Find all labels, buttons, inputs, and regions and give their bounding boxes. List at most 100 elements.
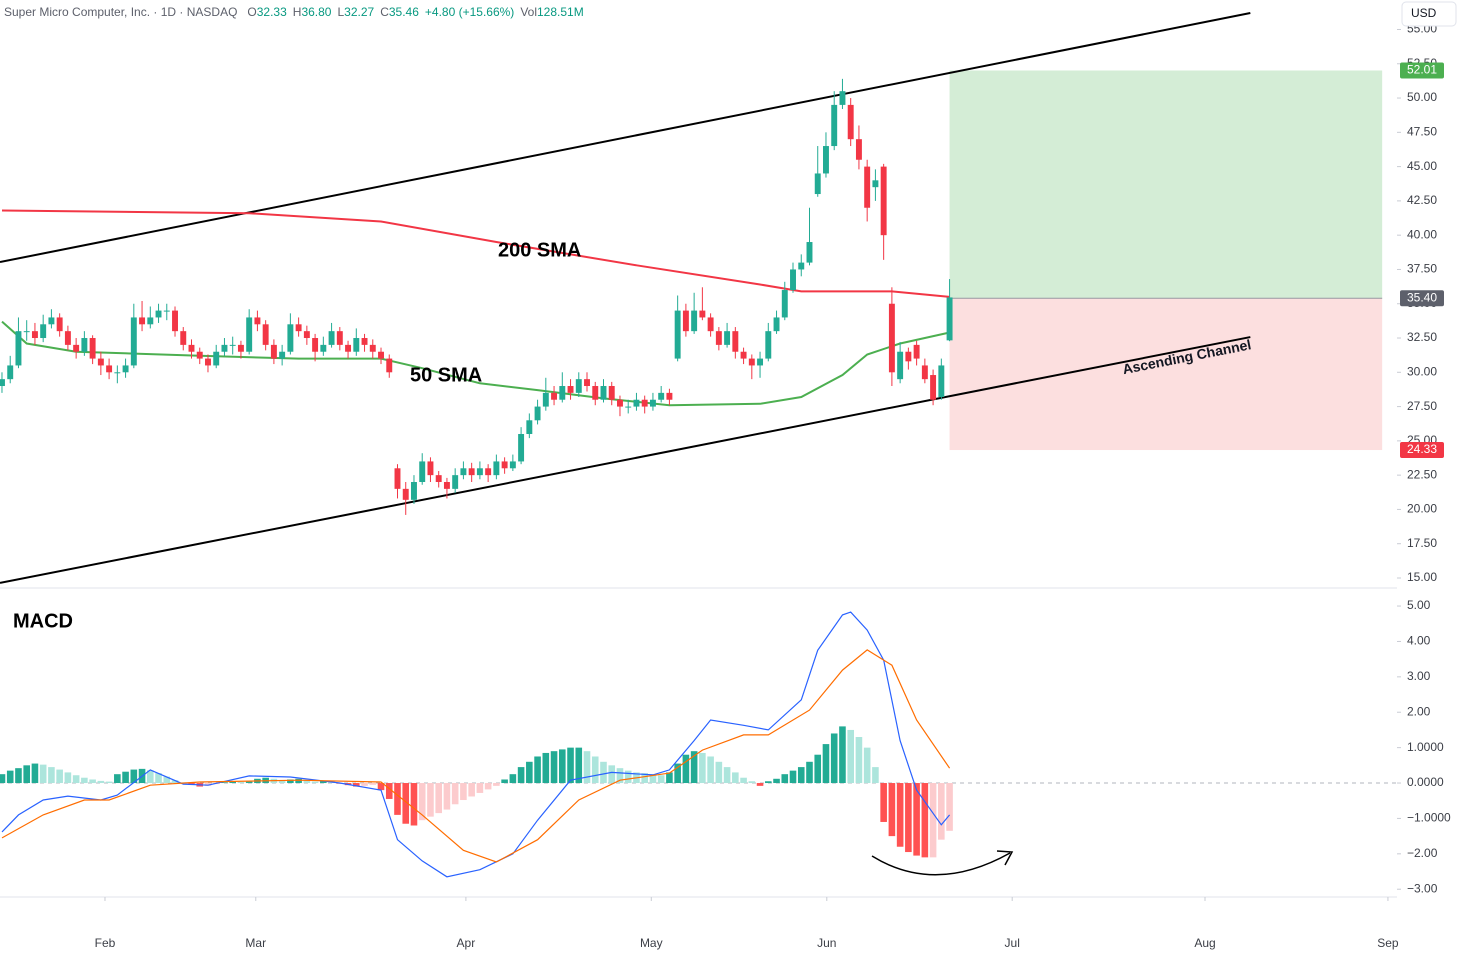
arrow [871,852,1011,876]
candle-body [64,331,71,345]
histogram-bar [830,733,838,784]
axes: 15.0017.5020.0022.5025.0027.5030.0032.50… [95,22,1451,951]
candle-body [31,331,38,339]
candle-body [674,310,681,359]
candle-body [913,344,920,359]
candle-body [798,262,805,270]
histogram-bar [666,772,673,784]
candle-body [707,317,714,332]
candle-body [237,344,244,352]
candle-body [946,297,953,341]
histogram-bar [847,729,854,784]
candle-body [905,351,912,362]
histogram-bar [542,752,550,784]
histogram-bar [130,769,138,784]
y-tick-label: 15.00 [1407,570,1437,584]
histogram-bar [320,780,327,784]
currency-button[interactable] [1401,1,1457,27]
histogram-bar [23,765,30,784]
candle-body [336,331,343,345]
histogram-bar [732,772,739,784]
histogram-bar [245,781,253,784]
x-tick-label: Mar [245,936,266,950]
candle-body [163,310,170,312]
y-tick-label: −3.00 [1407,881,1438,895]
candle-body [724,331,731,345]
candle-body [839,91,846,105]
x-tick-label: Jun [817,936,836,950]
histogram-bar [443,783,451,810]
histogram-bar [938,783,945,840]
histogram-bar [460,783,467,801]
candle-body [147,317,154,325]
candle-body [534,406,541,421]
histogram-bar [484,783,492,790]
histogram-bar [567,747,574,784]
candle-body [345,344,352,352]
macd-pane [0,611,1397,878]
histogram-bar [929,783,937,858]
histogram-bar [114,774,121,784]
y-tick-label: 4.00 [1407,634,1431,648]
histogram-bar [163,776,171,784]
candle-body [254,317,261,325]
candle-body [625,406,632,408]
histogram-bar [39,764,47,784]
candle-body [361,338,368,345]
histogram-bar [591,756,599,784]
candle-body [888,303,895,373]
histogram-bar [237,781,245,784]
candle-body [106,365,113,373]
candle-body [518,434,525,462]
candle-body [40,324,47,339]
candle-body [303,331,310,339]
histogram-bar [56,769,63,784]
candle-body [485,468,492,476]
histogram-bar [921,783,929,858]
candle-body [262,324,269,345]
histogram-bar [352,783,360,787]
histogram-bar [295,778,302,784]
histogram-bar [377,783,385,791]
x-tick-label: Sep [1377,936,1399,950]
histogram-bar [97,780,105,784]
currency-label[interactable]: USD [1411,6,1437,20]
macd-line [1,649,951,863]
histogram-bar [418,783,426,821]
x-tick-label: Feb [95,936,116,950]
y-tick-label: 50.00 [1407,90,1437,104]
candle-body [831,104,838,147]
histogram-bar [72,775,80,784]
y-tick-label: 5.00 [1407,598,1431,612]
histogram-bar [855,737,863,784]
candle-body [732,331,739,352]
candle-body [617,399,623,407]
histogram-bar [287,779,294,784]
candle-body [97,358,104,366]
y-tick-label: 27.50 [1407,399,1437,413]
candle-body [130,317,137,366]
candle-body [122,365,129,373]
legend-header: Super Micro Computer, Inc. · 1D · NASDAQ… [4,5,584,19]
histogram-bar [888,783,896,837]
ohlc-key: L [337,5,344,19]
y-tick-label: 3.00 [1407,669,1431,683]
candle-body [649,399,656,407]
histogram-bar [468,783,475,797]
candle-body [229,344,236,346]
histogram-bar [806,761,813,784]
y-tick-label: 22.50 [1407,467,1437,481]
sma-label: 50 SMA [410,364,482,386]
histogram-bar [451,783,459,805]
histogram-bar [723,767,731,784]
histogram-bar [748,781,756,784]
y-tick-label: −1.0000 [1407,811,1451,825]
volume-key: Vol [520,5,537,19]
candle-body [682,310,689,332]
price-tag-label: 52.01 [1407,63,1437,77]
y-tick-label: 37.50 [1407,262,1437,276]
x-tick-label: Jul [1005,936,1020,950]
candle-body [155,310,162,318]
